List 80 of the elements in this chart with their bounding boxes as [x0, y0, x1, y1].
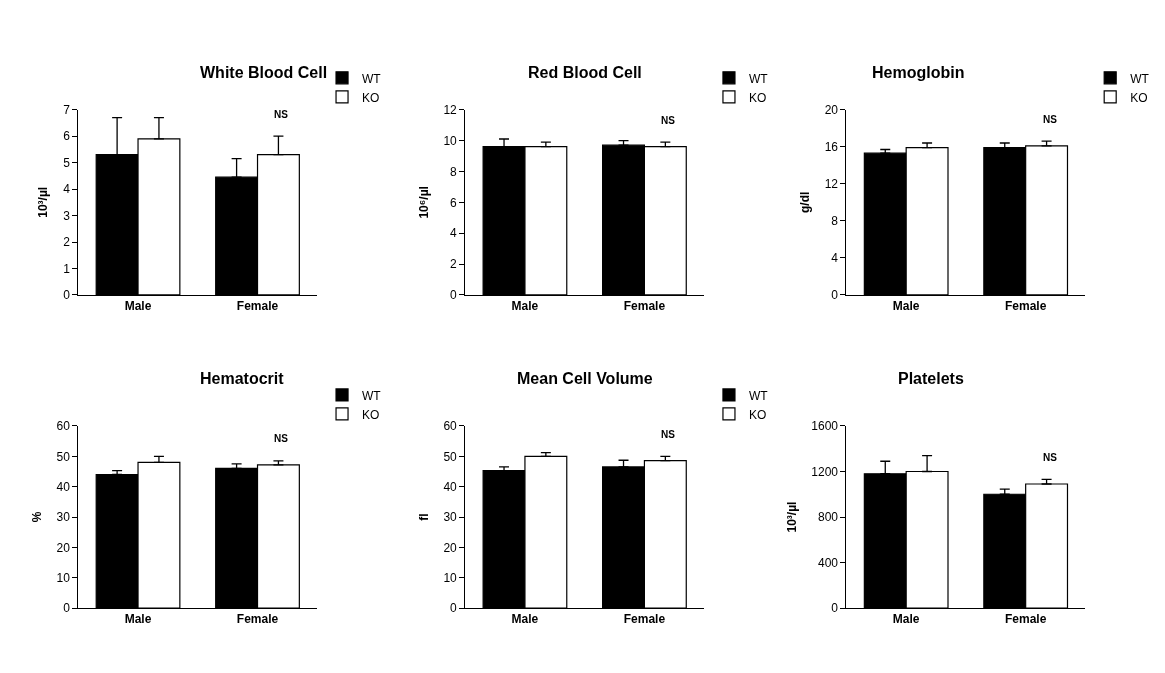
annotation: NS [274, 433, 289, 444]
y-tick-label: 20 [56, 540, 71, 555]
y-tick-label: 30 [56, 510, 71, 525]
legend-label: WT [748, 388, 769, 403]
legend-label: KO [362, 407, 380, 422]
legend-label: WT [362, 388, 382, 403]
x-tick-label: Male [892, 612, 920, 627]
x-tick-label: Male [892, 299, 920, 314]
legend-label: KO [748, 90, 767, 105]
y-tick-label: 4 [450, 226, 458, 241]
chart-title: Hematocrit [200, 370, 285, 387]
y-tick-label: 40 [443, 479, 458, 494]
y-tick-label: 12 [443, 102, 458, 117]
chart-title: Hemoglobin [872, 64, 965, 81]
y-tick-label: 8 [831, 214, 839, 229]
annotation: NS [661, 115, 676, 126]
y-tick-label: 50 [443, 449, 458, 464]
x-tick-label: Female [623, 612, 666, 627]
legend-label: KO [362, 90, 380, 105]
y-tick-label: 1200 [811, 464, 839, 479]
y-tick-label: 30 [443, 510, 458, 525]
y-tick-label: 0 [63, 288, 71, 303]
legend-label: WT [1130, 71, 1150, 86]
x-tick-label: Female [1004, 299, 1047, 314]
y-tick-label: 10 [443, 570, 458, 585]
y-tick-label: 2 [450, 257, 458, 272]
y-tick-label: 2 [63, 235, 71, 250]
legend-label: WT [362, 71, 382, 86]
y-tick-label: 0 [831, 601, 839, 616]
y-tick-label: 0 [450, 601, 458, 616]
legend-label: KO [748, 407, 767, 422]
y-tick-label: 6 [63, 129, 71, 144]
y-tick-label: 0 [63, 601, 71, 616]
y-tick-label: 400 [818, 555, 839, 570]
y-tick-label: 0 [450, 288, 458, 303]
y-tick-label: 4 [831, 251, 839, 266]
y-tick-label: 60 [56, 419, 71, 434]
y-tick-label: 40 [56, 479, 71, 494]
annotation: NS [1043, 452, 1058, 463]
chart-title: Mean Cell Volume [517, 370, 653, 387]
y-tick-label: 5 [63, 155, 71, 170]
y-tick-label: 1600 [811, 419, 839, 434]
x-tick-label: Male [124, 299, 152, 314]
y-tick-label: 3 [63, 208, 71, 223]
legend-label: WT [748, 71, 769, 86]
x-tick-label: Female [1004, 612, 1047, 627]
chart-title: White Blood Cell [200, 64, 328, 81]
y-tick-label: 20 [443, 540, 458, 555]
x-tick-label: Female [236, 612, 279, 627]
y-tick-label: 16 [824, 139, 839, 154]
y-axis-title: fl [416, 513, 431, 521]
y-tick-label: 12 [824, 176, 839, 191]
y-tick-label: 800 [818, 510, 839, 525]
y-axis-title: 10³/µl [36, 186, 51, 218]
y-tick-label: 7 [63, 102, 71, 117]
y-tick-label: 6 [450, 195, 458, 210]
y-axis-title: 10³/µl [784, 501, 799, 533]
y-tick-label: 10 [443, 133, 458, 148]
y-tick-label: 50 [56, 449, 71, 464]
annotation: NS [274, 109, 289, 120]
x-tick-label: Female [623, 299, 666, 314]
x-tick-label: Male [511, 299, 539, 314]
annotation: NS [661, 429, 676, 440]
annotation: NS [1043, 114, 1058, 125]
y-tick-label: 0 [831, 288, 839, 303]
x-tick-label: Male [124, 612, 152, 627]
chart-title: Platelets [898, 370, 964, 387]
y-axis-title: g/dl [797, 191, 812, 213]
chart-title: Red Blood Cell [528, 64, 642, 81]
legend-label: KO [1130, 90, 1148, 105]
y-tick-label: 60 [443, 419, 458, 434]
y-tick-label: 4 [63, 182, 71, 197]
y-axis-title: 10⁶/µl [416, 186, 431, 219]
y-tick-label: 1 [63, 261, 71, 276]
x-tick-label: Male [511, 612, 539, 627]
y-axis-title: % [29, 511, 44, 523]
y-tick-label: 20 [824, 102, 839, 117]
y-tick-label: 10 [56, 570, 71, 585]
y-tick-label: 8 [450, 164, 458, 179]
x-tick-label: Female [236, 299, 279, 314]
